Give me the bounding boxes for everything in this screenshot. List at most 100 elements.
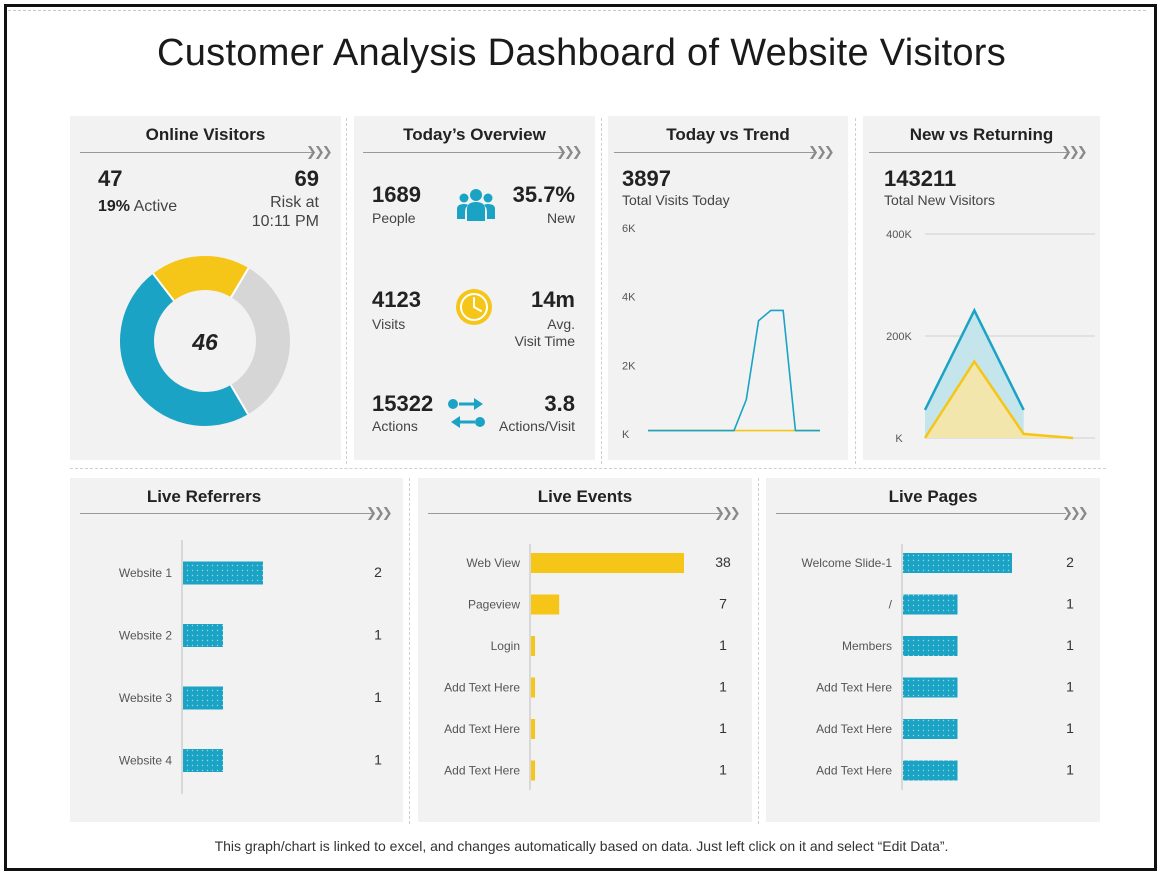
chevron-arrows-icon: ❯❯❯ (366, 505, 393, 520)
donut-slice-active (153, 256, 249, 302)
bar-value-label: 1 (374, 627, 382, 643)
donut-separator (230, 267, 250, 298)
people-label: People (372, 210, 416, 226)
bar-category-label: Add Text Here (816, 681, 892, 695)
total-new-visitors: 143211 (884, 166, 957, 191)
new-vs-returning-chart: 400K 200K K (886, 229, 1095, 445)
actions-count: 15322 (372, 391, 434, 416)
bar-category-label: Website 1 (119, 566, 172, 580)
title-rule (776, 513, 1066, 514)
title-rule (869, 152, 1067, 153)
people-count: 1689 (372, 182, 421, 207)
visit-time-label: Visit Time (514, 333, 575, 349)
donut-center-label: 46 (191, 329, 218, 355)
bar (531, 594, 560, 615)
bar-value-label: 1 (1066, 596, 1074, 612)
bar (903, 719, 958, 739)
active-count: 47 (98, 166, 123, 191)
swap-arrows-icon (448, 398, 485, 428)
visits-label: Visits (372, 316, 406, 332)
y-tick-label: K (622, 429, 630, 441)
overview-title: Today’s Overview (403, 125, 546, 144)
new-vs-returning-panel: New vs Returning ❯❯❯ 143211 Total New Vi… (863, 116, 1100, 460)
live-referrers-chart: Website 1 2 Website 2 1 Website 3 1 Website 4 1 (119, 540, 382, 794)
bar-value-label: 1 (374, 752, 382, 768)
people-group-icon (457, 189, 495, 221)
bar-value-label: 1 (374, 689, 382, 705)
bar-category-label: Website 2 (119, 629, 172, 643)
y-tick-label: 4K (622, 292, 636, 304)
page-title: Customer Analysis Dashboard of Website V… (156, 32, 1007, 74)
bar (903, 553, 1012, 573)
donut-slice-risk (230, 267, 290, 415)
bar-value-label: 1 (1066, 762, 1074, 778)
bar-category-label: Add Text Here (444, 764, 520, 778)
bar (903, 594, 958, 615)
column-divider (601, 118, 602, 464)
risk-time: 10:11 PM (251, 213, 319, 230)
bar-category-label: Welcome Slide-1 (802, 556, 893, 570)
bar-value-label: 1 (719, 720, 727, 736)
actions-per-visit-label: Actions/Visit (499, 418, 575, 434)
actions-per-visit: 3.8 (544, 391, 575, 416)
active-label: Active (133, 198, 178, 215)
bar (183, 624, 223, 647)
chevron-arrows-icon: ❯❯❯ (556, 144, 583, 159)
online-visitors-title: Online Visitors (145, 125, 266, 144)
title-rule (363, 152, 563, 153)
total-visits-today: 3897 (622, 166, 671, 191)
bar-value-label: 1 (1066, 720, 1074, 736)
donut-chart: 46 (120, 256, 290, 426)
bar-category-label: Website 4 (119, 754, 172, 768)
bar-category-label: Add Text Here (816, 764, 892, 778)
bar (531, 760, 536, 781)
bar-value-label: 1 (1066, 637, 1074, 653)
overview-panel: Today’s Overview ❯❯❯ 1689 People 35.7% N… (354, 116, 595, 460)
bar-category-label: Web View (466, 556, 520, 570)
bar-category-label: Website 3 (119, 691, 172, 705)
y-tick-label: 200K (886, 331, 912, 343)
active-line: 19% Active (98, 198, 177, 216)
bar (531, 719, 536, 739)
donut-slice-other (120, 273, 249, 426)
bar (183, 686, 223, 710)
bar-category-label: Add Text Here (444, 681, 520, 695)
bar (183, 561, 263, 585)
live-pages-chart: Welcome Slide-1 2 / 1 Members 1 Add Text Here 1… (802, 544, 1074, 790)
bar-category-label: Members (842, 639, 892, 653)
live-events-panel: Live Events ❯❯❯ Web View 38 Pageview 7 Login… (418, 478, 752, 822)
bar-value-label: 1 (719, 762, 727, 778)
online-visitors-panel: Online Visitors ❯❯❯ 47 19% Active 69 Ris… (70, 116, 341, 460)
y-tick-label: K (895, 433, 903, 445)
live-referrers-title: Live Referrers (146, 487, 262, 506)
actions-label: Actions (372, 418, 418, 434)
bar-category-label: / (889, 598, 893, 612)
chevron-arrows-icon: ❯❯❯ (808, 144, 835, 159)
bar-value-label: 1 (1066, 679, 1074, 695)
live-events-chart: Web View 38 Pageview 7 Login 1 Add Text Here 1 A… (444, 544, 731, 790)
column-divider (346, 118, 347, 464)
live-events-title: Live Events (537, 487, 633, 506)
y-tick-label: 400K (886, 229, 912, 241)
column-divider (758, 478, 759, 824)
live-pages-panel: Live Pages ❯❯❯ Welcome Slide-1 2 / 1 Members… (766, 478, 1100, 822)
chevron-arrows-icon: ❯❯❯ (1061, 144, 1088, 159)
bar-value-label: 1 (719, 637, 727, 653)
today-vs-trend-panel: Today vs Trend ❯❯❯ 3897 Total Visits Tod… (608, 116, 848, 460)
row-divider (70, 468, 1106, 469)
bar (531, 636, 536, 656)
column-divider (855, 118, 856, 464)
bar-value-label: 2 (374, 564, 382, 580)
clock-icon (456, 289, 492, 325)
bar (183, 749, 223, 772)
donut-separator (229, 384, 249, 415)
bar-value-label: 7 (719, 596, 727, 612)
bar-category-label: Add Text Here (816, 722, 892, 736)
footer-note: This graph/chart is linked to excel, and… (214, 838, 949, 854)
total-new-visitors-label: Total New Visitors (884, 192, 996, 208)
chevron-arrows-icon: ❯❯❯ (1062, 505, 1089, 520)
y-tick-label: 2K (622, 360, 636, 372)
title-rule (80, 152, 314, 153)
bar (531, 677, 536, 698)
